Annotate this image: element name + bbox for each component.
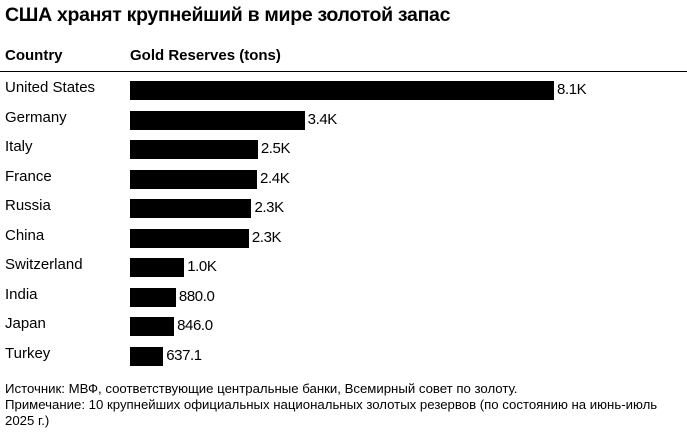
value-label: 846.0 bbox=[177, 317, 213, 334]
footnote: Примечание: 10 крупнейших официальных на… bbox=[5, 397, 658, 428]
source-note: Источник: МВФ, соответствующие центральн… bbox=[5, 381, 518, 396]
value-label: 1.0K bbox=[187, 258, 217, 275]
bar bbox=[130, 287, 176, 307]
country-label: China bbox=[5, 226, 45, 244]
value-label: 2.3K bbox=[254, 199, 284, 216]
bar bbox=[130, 346, 164, 366]
bar bbox=[130, 110, 305, 130]
value-label: 3.4K bbox=[307, 110, 338, 128]
bar bbox=[130, 258, 185, 277]
bar bbox=[130, 81, 554, 100]
bar bbox=[130, 317, 175, 336]
value-label: 8.1K bbox=[557, 81, 587, 98]
bar bbox=[130, 169, 258, 189]
country-label: Russia bbox=[5, 197, 51, 214]
bar bbox=[130, 140, 258, 159]
country-label: Japan bbox=[5, 315, 46, 332]
country-label: Italy bbox=[5, 138, 33, 155]
value-label: 880.0 bbox=[178, 287, 215, 305]
country-label: Switzerland bbox=[5, 256, 83, 273]
bar-chart: United States 8.1K Germany 3.4K Italy 2.5K Fra… bbox=[5, 79, 587, 366]
chart-title: США хранят крупнейший в мире золотой зап… bbox=[5, 4, 451, 26]
country-label: Turkey bbox=[5, 344, 51, 362]
bar bbox=[130, 199, 252, 218]
value-label: 2.4K bbox=[260, 169, 290, 187]
value-label: 637.1 bbox=[166, 346, 202, 364]
value-label: 2.5K bbox=[260, 140, 291, 157]
country-label: United States bbox=[5, 79, 96, 96]
bar bbox=[130, 228, 249, 248]
chart-footer: Источник: МВФ, соответствующие центральн… bbox=[5, 381, 685, 429]
country-label: France bbox=[5, 167, 52, 185]
value-label: 2.3K bbox=[251, 228, 282, 246]
column-header-country: Country bbox=[5, 47, 63, 64]
country-label: Germany bbox=[5, 108, 67, 126]
column-header-gold-reserves: Gold Reserves (tons) bbox=[130, 47, 281, 64]
header-divider bbox=[0, 71, 687, 72]
country-label: India bbox=[5, 285, 38, 303]
